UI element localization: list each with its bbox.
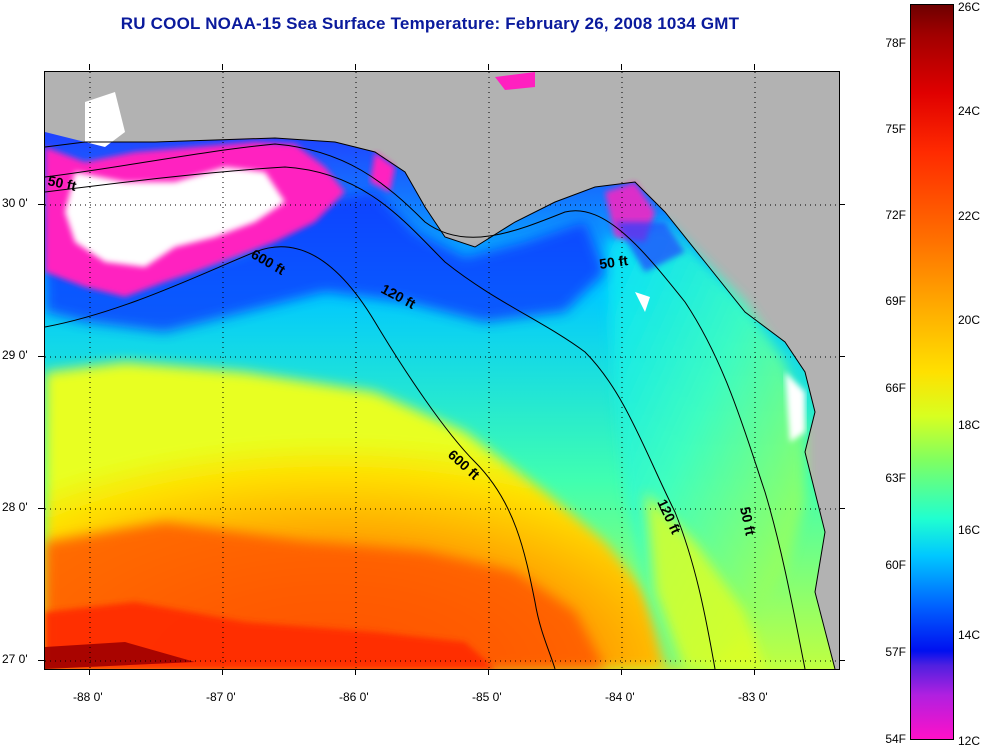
depth-label-50ft-bigbend: 50 ft bbox=[598, 252, 629, 272]
lon-label-83: -83 0' bbox=[738, 690, 768, 704]
colorbar-c-label: 26C bbox=[958, 0, 981, 14]
colorbar-f-label: 78F bbox=[885, 36, 906, 50]
lat-tick bbox=[38, 660, 44, 661]
depth-label-50ft-west: 50 ft bbox=[46, 172, 78, 194]
lat-tick bbox=[38, 356, 44, 357]
colorbar-f-label: 60F bbox=[885, 558, 906, 572]
depth-contours bbox=[45, 143, 806, 669]
colorbar-c-label: 16C bbox=[958, 523, 981, 537]
lat-tick bbox=[839, 660, 845, 661]
lon-tick bbox=[754, 669, 755, 675]
colorbar-f-label: 57F bbox=[885, 645, 906, 659]
cloud-and-cold-patches bbox=[45, 72, 805, 442]
lon-label-85: -85 0' bbox=[472, 690, 502, 704]
lat-tick bbox=[839, 356, 845, 357]
lon-label-84: -84 0' bbox=[605, 690, 635, 704]
lon-tick bbox=[222, 669, 223, 675]
lat-label-27: 27 0' bbox=[2, 652, 28, 666]
colorbar-f-label: 63F bbox=[885, 471, 906, 485]
sst-map-canvas: 50 ft 600 ft 120 ft 50 ft 600 ft 120 ft … bbox=[45, 72, 839, 669]
colorbar-c-label: 18C bbox=[958, 418, 981, 432]
colorbar-f-label: 72F bbox=[885, 208, 906, 222]
lat-tick bbox=[38, 204, 44, 205]
map-title: RU COOL NOAA-15 Sea Surface Temperature:… bbox=[120, 14, 740, 33]
colorbar-c-label: 14C bbox=[958, 628, 981, 642]
lon-label-87: -87 0' bbox=[206, 690, 236, 704]
colorbar-f-label: 66F bbox=[885, 381, 906, 395]
lat-tick bbox=[839, 204, 845, 205]
coastline bbox=[45, 137, 836, 669]
colorbar-c-label: 12C bbox=[958, 734, 981, 748]
lon-label-88: -88 0' bbox=[73, 690, 103, 704]
lon-tick bbox=[355, 669, 356, 675]
colorbar-c-label: 20C bbox=[958, 313, 981, 327]
lat-label-30: 30 0' bbox=[2, 196, 28, 210]
lon-tick bbox=[222, 64, 223, 70]
lon-tick bbox=[621, 669, 622, 675]
lon-label-86: -86 0' bbox=[339, 690, 369, 704]
sst-map[interactable]: 50 ft 600 ft 120 ft 50 ft 600 ft 120 ft … bbox=[44, 71, 840, 670]
lon-tick bbox=[488, 64, 489, 70]
colorbar-c-label: 22C bbox=[958, 209, 981, 223]
temperature-colorbar bbox=[910, 4, 954, 740]
lat-label-28: 28 0' bbox=[2, 500, 28, 514]
lon-tick bbox=[488, 669, 489, 675]
lon-tick bbox=[621, 64, 622, 70]
lon-tick bbox=[89, 669, 90, 675]
lon-tick bbox=[355, 64, 356, 70]
colorbar-f-label: 69F bbox=[885, 294, 906, 308]
lon-tick bbox=[89, 64, 90, 70]
colorbar-c-label: 24C bbox=[958, 104, 981, 118]
depth-label-50ft-south: 50 ft bbox=[737, 505, 759, 537]
lat-tick bbox=[839, 508, 845, 509]
colorbar-f-label: 75F bbox=[885, 122, 906, 136]
lat-tick bbox=[38, 508, 44, 509]
colorbar-f-label: 54F bbox=[885, 732, 906, 746]
lat-label-29: 29 0' bbox=[2, 348, 28, 362]
lon-tick bbox=[754, 64, 755, 70]
